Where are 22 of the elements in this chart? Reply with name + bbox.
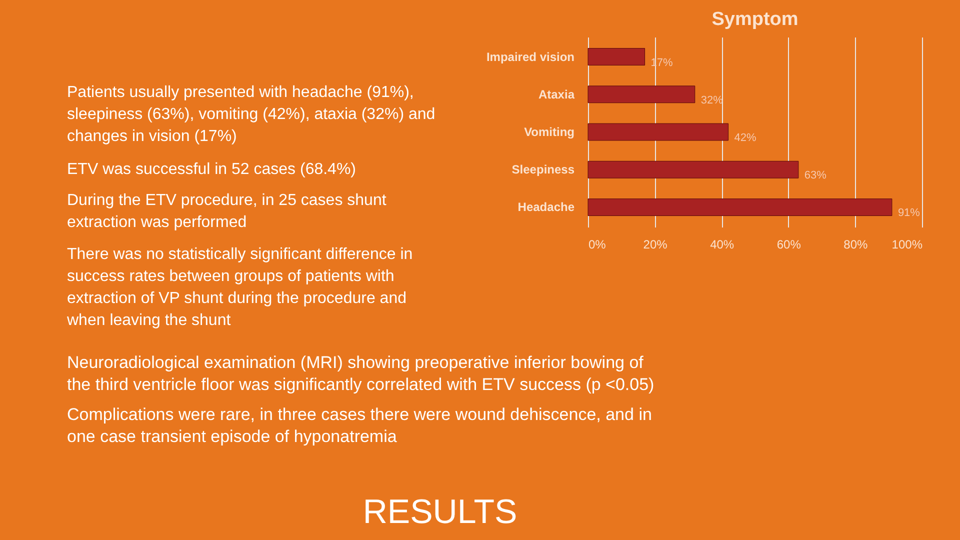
x-tick-label: 100% [892,238,923,252]
text: ETV was successful in 52 cases (68.4%) [67,161,356,178]
data-label: 42% [734,132,757,144]
chart-title: Symptom [712,9,798,30]
x-tick-label: 0% [588,238,606,252]
x-tick-label: 20% [643,238,668,252]
text: During the ETV procedure, in 25 cases shunt extraction was performed [67,192,387,231]
y-tick-label: Headache [518,200,575,214]
text: Patients usually presented with headache (91%), sleepiness (63%), vomiting (42%), ataxia (32%) and changes in vision (17%) [67,84,436,145]
y-tick-label: Sleepiness [512,162,575,177]
data-label: 91% [898,207,920,220]
data-label: 63% [804,170,827,182]
x-tick-label: 80% [844,238,868,252]
x-tick-label: 60% [776,238,802,252]
text: Complications were rare, in three cases there were wound dehiscence, and in one case transient episode of hyponatremia [67,405,652,446]
text: RESULTS [362,493,518,531]
x-tick-label: 40% [710,238,734,252]
text: There was no statistically significant difference in success rates between groups of patients with extraction of VP shunt during the procedure and when leaving the shunt [66,246,413,329]
y-tick-label: Ataxia [538,87,575,102]
y-tick-label: Impaired vision [486,50,574,64]
text: Neuroradiological examination (MRI) showing preoperative inferior bowing of the third ventricle floor was significantly correlated with ETV success (p <0.05) [67,353,654,394]
y-tick-label: Vomiting [524,125,574,139]
